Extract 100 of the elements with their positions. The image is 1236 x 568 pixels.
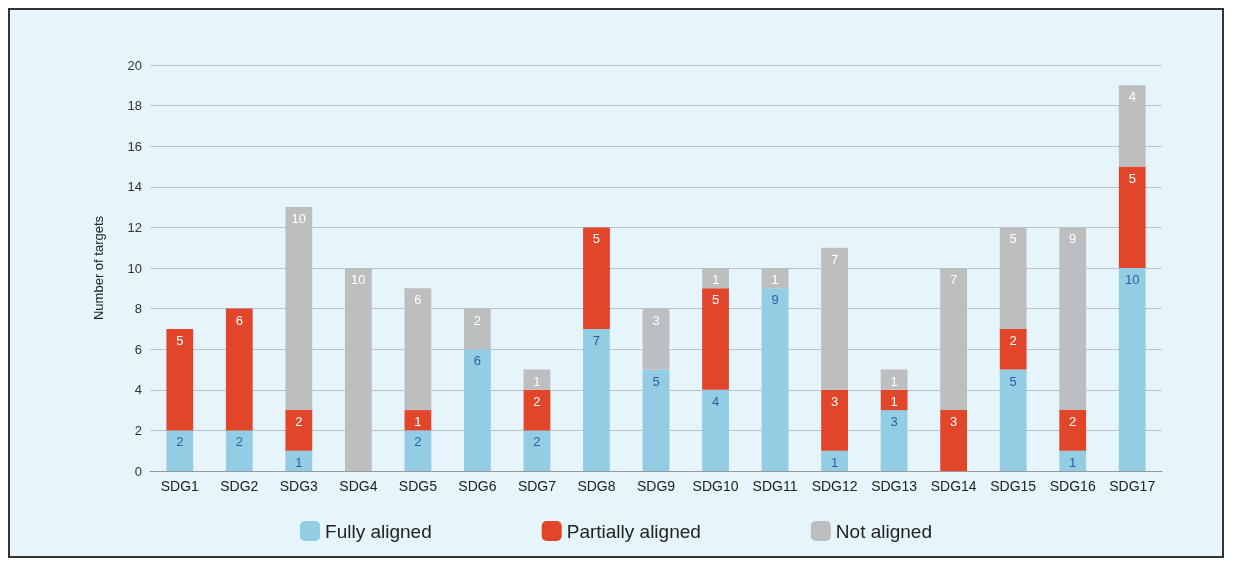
y-tick-label: 0: [134, 463, 142, 479]
y-tick-label: 2: [134, 422, 142, 438]
y-tick-label: 18: [127, 98, 142, 114]
x-tick-label: SDG11: [752, 478, 798, 494]
data-label: 1: [890, 393, 898, 409]
data-label: 1: [890, 373, 898, 389]
bar: [166, 430, 194, 471]
data-label: 5: [1128, 170, 1136, 186]
x-tick-label: SDG12: [811, 478, 858, 494]
bar: [285, 410, 313, 451]
bar: [404, 430, 432, 471]
y-tick-label: 20: [127, 57, 142, 73]
data-label: 2: [235, 434, 243, 450]
y-tick-label: 16: [127, 138, 142, 154]
data-label: 5: [176, 332, 184, 348]
x-tick-label: SDG9: [636, 478, 676, 494]
x-tick-label: SDG1: [160, 478, 200, 494]
y-tick-label: 12: [127, 219, 142, 235]
data-label: 1: [295, 454, 303, 470]
y-tick-label: 14: [127, 179, 142, 195]
data-label: 6: [235, 312, 243, 328]
data-label: 6: [473, 353, 482, 369]
bar: [940, 410, 968, 471]
data-label: 6: [414, 292, 422, 308]
data-label: 4: [711, 393, 720, 409]
y-tick-label: 6: [134, 341, 142, 357]
bar: [821, 450, 848, 471]
x-tick-label: SDG2: [220, 478, 259, 494]
x-tick-label: SDG16: [1049, 478, 1096, 494]
data-label: 9: [771, 292, 779, 308]
bar: [404, 410, 432, 431]
bar: [523, 369, 551, 390]
y-tick-label: 4: [134, 382, 142, 398]
bar: [1059, 410, 1087, 451]
data-label: 5: [1009, 373, 1017, 389]
bar: [225, 308, 253, 431]
x-tick-label: SDG7: [517, 478, 557, 494]
bar: [880, 410, 908, 471]
data-label: 9: [1069, 231, 1077, 247]
data-label: 1: [533, 373, 541, 389]
bar: [1118, 166, 1146, 268]
x-tick-label: SDG15: [990, 478, 1037, 494]
data-label: 4: [1128, 89, 1136, 105]
data-label: 5: [711, 292, 720, 308]
x-tick-label: SDG10: [692, 478, 739, 494]
bar: [583, 227, 610, 329]
data-label: 10: [351, 272, 366, 287]
bar: [999, 328, 1027, 370]
data-label: 2: [1009, 332, 1017, 348]
bar: [642, 369, 670, 471]
bar: [225, 430, 253, 471]
data-label: 3: [830, 393, 839, 409]
bar: [702, 389, 729, 471]
bar: [583, 328, 610, 471]
bar: [821, 389, 848, 451]
data-label: 7: [830, 251, 839, 267]
data-label: 2: [1069, 414, 1077, 430]
x-tick-label: SDG4: [339, 478, 378, 494]
data-label: 1: [1069, 454, 1077, 470]
x-tick-label: SDG13: [871, 478, 918, 494]
data-label: 5: [1009, 231, 1017, 247]
data-label: 2: [414, 434, 422, 450]
bar: [880, 389, 908, 411]
data-label: 2: [295, 414, 303, 430]
bar: [285, 450, 313, 471]
data-label: 1: [414, 414, 422, 430]
data-label: 3: [950, 414, 958, 430]
x-tick-label: SDG6: [458, 478, 497, 494]
data-label: 2: [176, 434, 184, 450]
bar: [523, 389, 551, 431]
bar: [761, 288, 789, 471]
bar: [880, 369, 908, 390]
data-label: 7: [592, 332, 601, 348]
data-label: 2: [533, 434, 541, 450]
legend-label: Fully aligned: [325, 520, 432, 542]
data-label: 7: [950, 272, 958, 287]
data-label: 3: [652, 312, 660, 328]
y-axis-title: Number of targets: [91, 215, 106, 321]
data-label: 10: [291, 211, 307, 227]
y-tick-label: 8: [134, 301, 142, 317]
bar: [1059, 450, 1087, 471]
data-label: 10: [1125, 272, 1140, 287]
bar: [464, 349, 491, 471]
x-tick-label: SDG3: [279, 478, 319, 494]
y-tick-label: 10: [127, 260, 142, 276]
x-tick-label: SDG8: [577, 478, 616, 494]
bar: [166, 328, 194, 431]
x-tick-label: SDG17: [1109, 478, 1156, 494]
data-label: 1: [830, 454, 839, 470]
legend-label: Not aligned: [835, 520, 932, 542]
data-label: 1: [711, 272, 720, 287]
data-label: 1: [771, 272, 779, 287]
data-label: 5: [652, 373, 660, 389]
x-tick-label: SDG14: [930, 478, 977, 494]
data-label: 3: [890, 414, 898, 430]
bar: [999, 369, 1027, 471]
legend-label: Partially aligned: [566, 520, 701, 542]
data-label: 5: [592, 231, 601, 247]
data-label: 2: [533, 393, 541, 409]
bar: [702, 288, 729, 390]
